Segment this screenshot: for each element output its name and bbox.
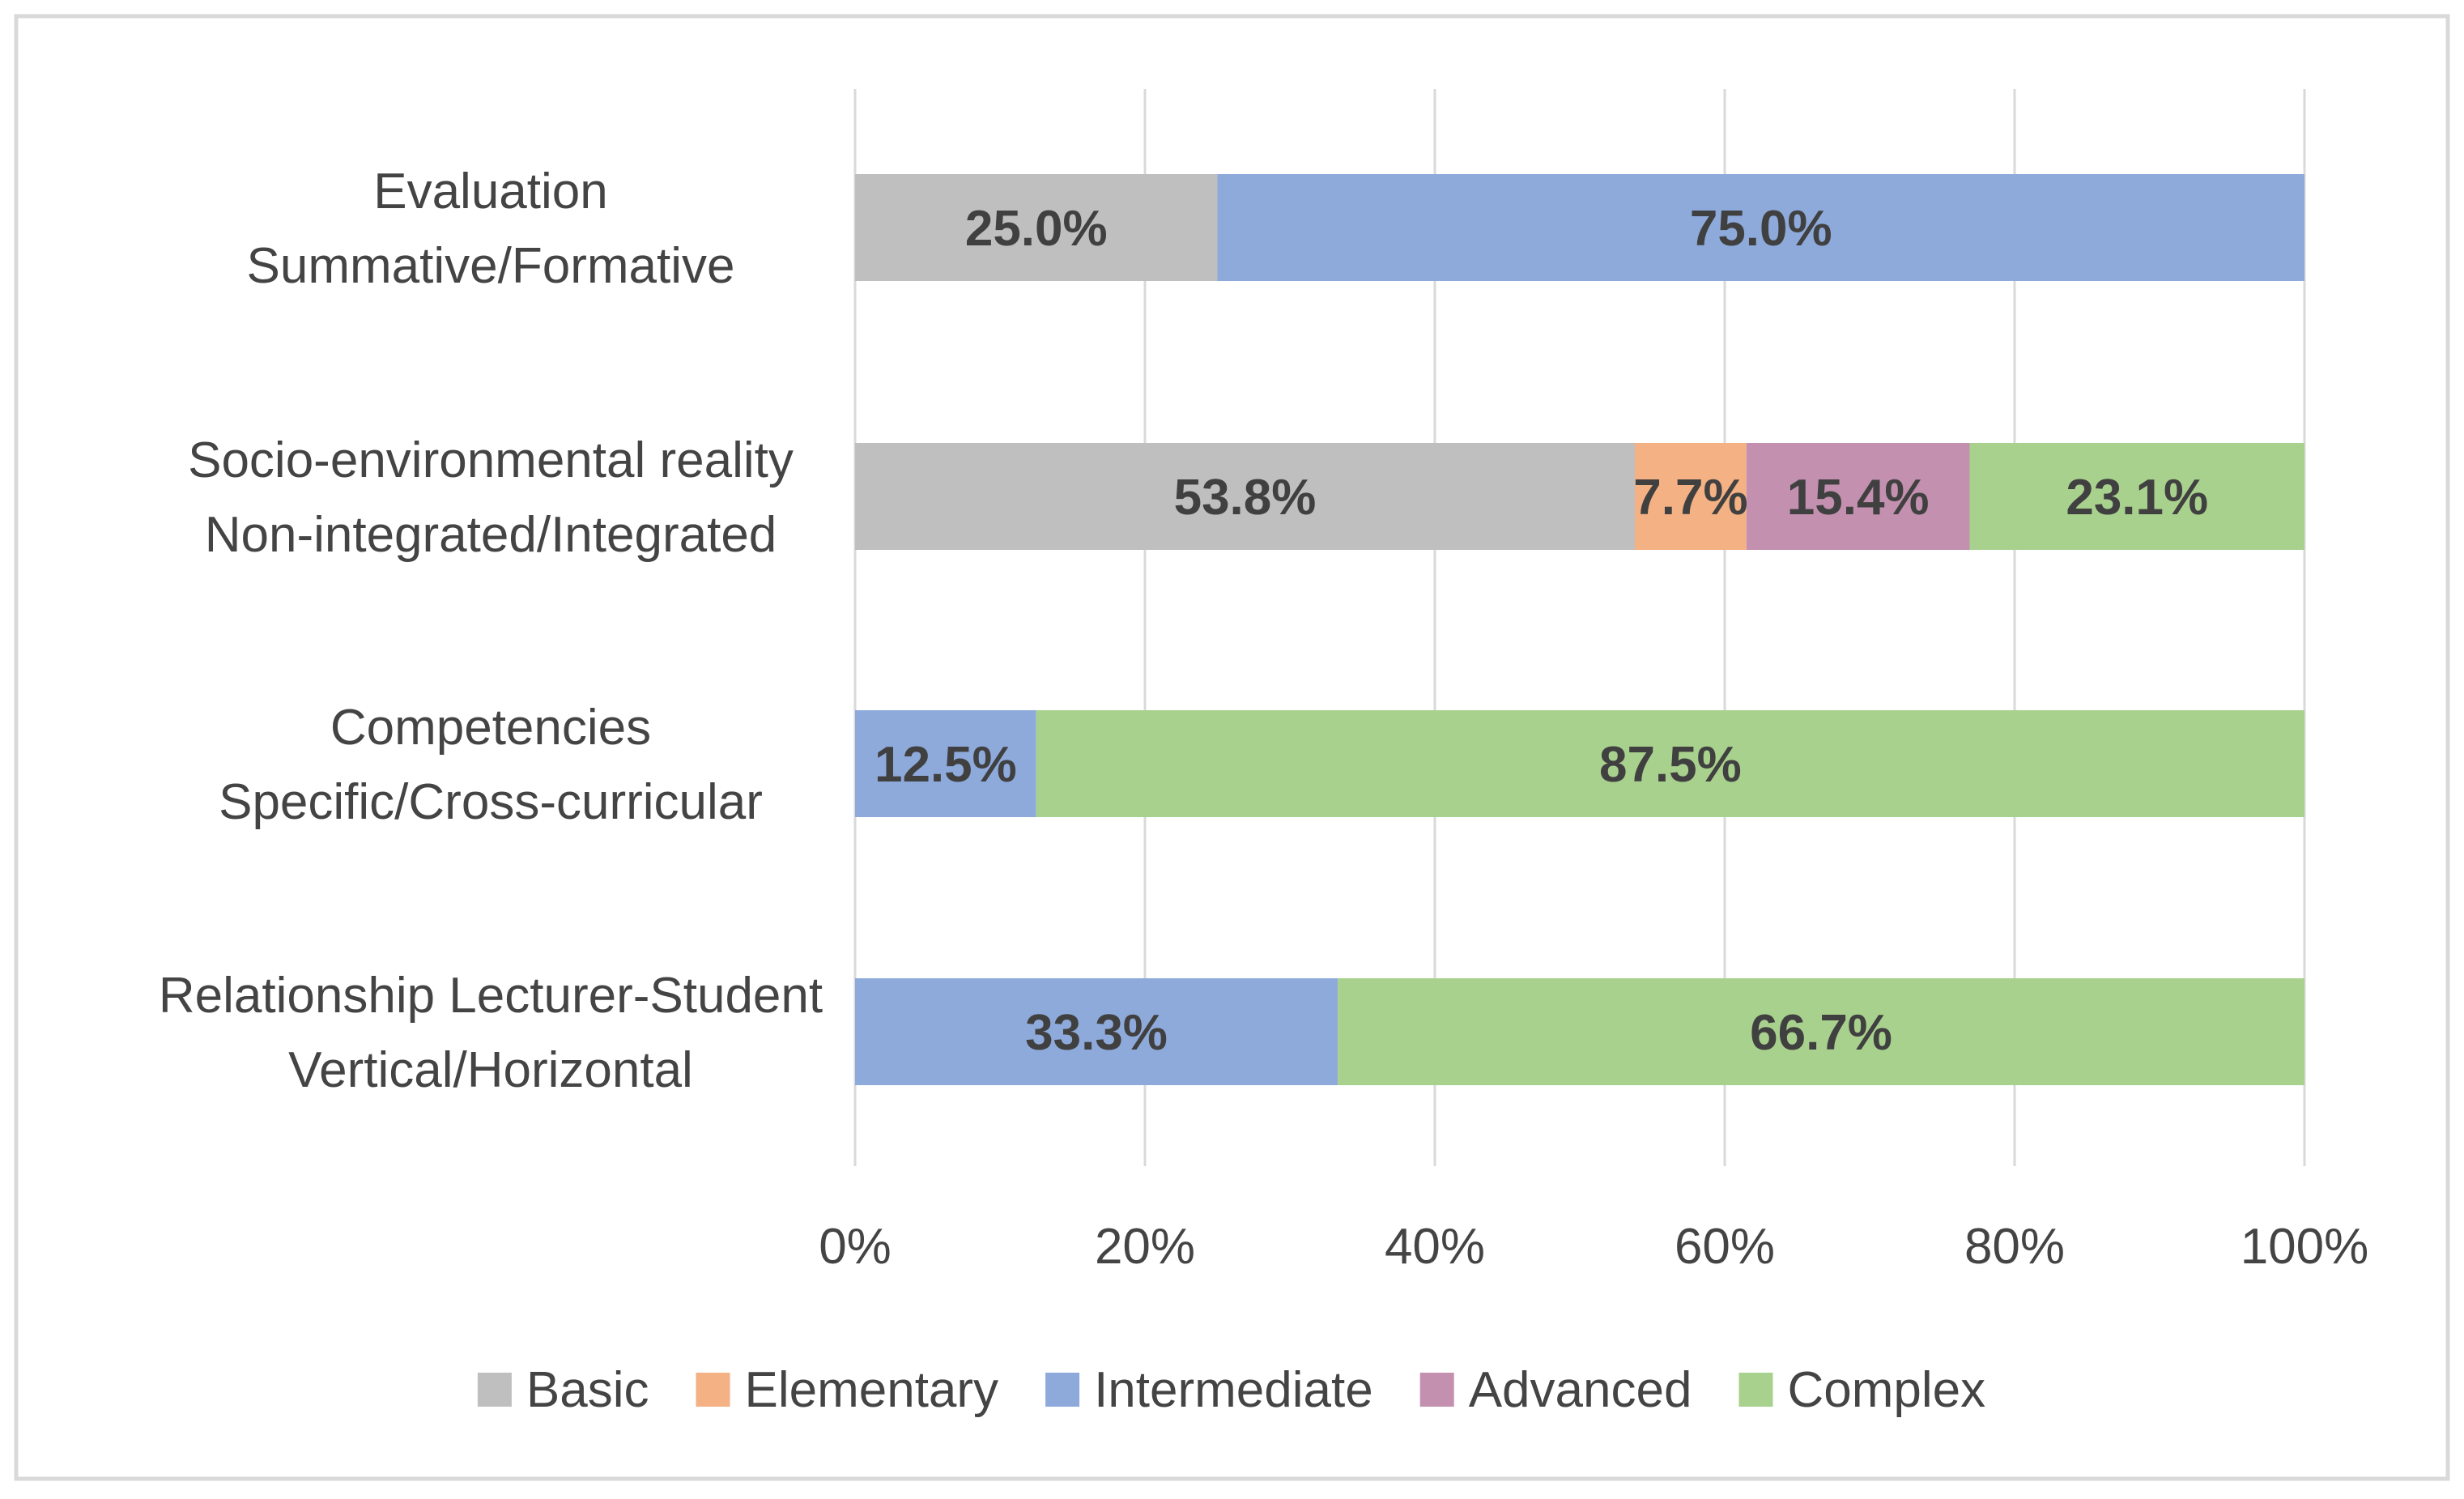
category-label: Evaluation xyxy=(373,164,608,219)
legend: Basic Elementary Intermediate Advanced Compl… xyxy=(477,1362,1985,1418)
bar-segment-elementary xyxy=(1635,443,1747,550)
bars xyxy=(855,174,2304,1085)
category-labels: Evaluation Summative/Formative Socio-envir… xyxy=(159,164,823,1098)
data-label: 66.7% xyxy=(1750,1005,1892,1061)
data-label: 23.1% xyxy=(2066,470,2208,526)
x-tick-label: 60% xyxy=(1675,1219,1775,1275)
data-label: 12.5% xyxy=(875,737,1017,793)
data-label: 75.0% xyxy=(1690,201,1832,257)
x-axis-ticks: 0% 20% 40% 60% 80% 100% xyxy=(819,1219,2368,1275)
x-tick-label: 80% xyxy=(1964,1219,2065,1275)
legend-label: Advanced xyxy=(1469,1362,1692,1418)
category-label: Summative/Formative xyxy=(247,238,735,294)
bar-segment-intermediate xyxy=(855,978,1338,1085)
legend-label: Intermediate xyxy=(1094,1362,1373,1418)
x-tick-label: 100% xyxy=(2241,1219,2369,1275)
x-tick-label: 0% xyxy=(819,1219,892,1275)
bar-segment-complex xyxy=(1338,978,2304,1085)
data-label: 33.3% xyxy=(1025,1005,1168,1061)
legend-swatch-intermediate xyxy=(1045,1373,1080,1407)
legend-label: Basic xyxy=(526,1362,649,1418)
bar-segment-basic xyxy=(855,443,1636,550)
data-label: 87.5% xyxy=(1599,737,1742,793)
data-label: 7.7% xyxy=(1633,470,1747,526)
legend-label: Complex xyxy=(1787,1362,1985,1418)
category-label: Specific/Cross-curricular xyxy=(219,774,763,830)
legend-swatch-elementary xyxy=(696,1373,730,1407)
category-label: Competencies xyxy=(330,700,651,756)
legend-label: Elementary xyxy=(744,1362,998,1418)
category-label: Non-integrated/Integrated xyxy=(205,507,777,563)
category-label: Socio-environmental reality xyxy=(188,432,794,488)
x-tick-label: 40% xyxy=(1385,1219,1485,1275)
bar-segment-intermediate xyxy=(855,710,1036,817)
bar-segment-basic xyxy=(855,174,1218,281)
legend-swatch-complex xyxy=(1738,1373,1773,1407)
bar-segment-intermediate xyxy=(1217,174,2304,281)
legend-swatch-advanced xyxy=(1419,1373,1454,1407)
category-label: Relationship Lecturer-Student xyxy=(159,968,823,1024)
data-label: 25.0% xyxy=(965,201,1108,257)
legend-swatch-basic xyxy=(477,1373,512,1407)
bar-segment-complex xyxy=(1036,710,2304,817)
x-tick-label: 20% xyxy=(1095,1219,1195,1275)
data-labels: 25.0% 75.0% 53.8% 7.7% 15.4% 23.1% 12.5% 87.5% 3… xyxy=(875,201,2208,1061)
data-label: 15.4% xyxy=(1787,470,1930,526)
category-label: Vertical/Horizontal xyxy=(288,1042,693,1098)
bar-segment-advanced xyxy=(1746,443,1970,550)
data-label: 53.8% xyxy=(1174,470,1317,526)
bar-segment-complex xyxy=(1969,443,2304,550)
